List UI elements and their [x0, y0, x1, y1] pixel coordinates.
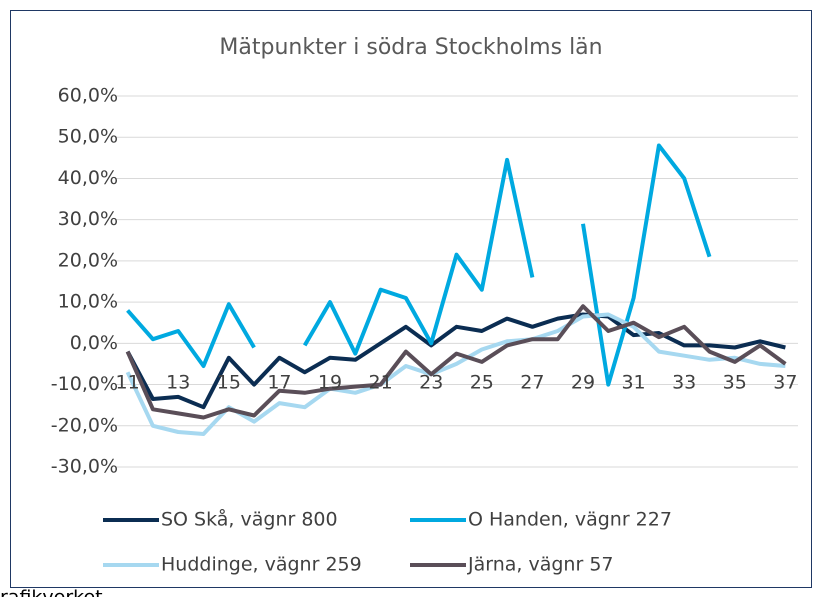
legend-label: O Handen, vägnr 227 [468, 509, 672, 531]
legend-label: SO Skå, vägnr 800 [161, 508, 338, 531]
y-tick-label: 60,0% [58, 85, 118, 107]
x-tick-label: 17 [267, 372, 291, 394]
x-tick-label: 15 [217, 372, 241, 394]
legend-label: Järna, vägnr 57 [467, 554, 614, 576]
x-tick-label: 29 [571, 372, 595, 394]
y-tick-label: -20,0% [51, 414, 118, 436]
x-tick-label: 13 [166, 372, 190, 394]
x-tick-label: 21 [369, 372, 393, 394]
x-tick-label: 33 [672, 372, 696, 394]
series-line [125, 304, 787, 420]
x-tick-label: 23 [419, 372, 443, 394]
x-tick-label: 11 [116, 372, 140, 394]
y-tick-label: 50,0% [58, 126, 118, 148]
series-line [126, 143, 712, 387]
series-line [125, 312, 786, 410]
y-tick-label: -10,0% [51, 373, 118, 395]
x-tick-label: 35 [723, 372, 747, 394]
x-tick-label: 19 [318, 372, 342, 394]
y-tick-label: 0,0% [70, 332, 118, 354]
x-tick-label: 31 [621, 372, 645, 394]
x-tick-label: 27 [520, 372, 544, 394]
chart-title: Mätpunkter i södra Stockholms län [219, 35, 602, 60]
chart-border [10, 10, 812, 588]
y-tick-label: 40,0% [58, 167, 118, 189]
x-tick-label: 37 [773, 372, 797, 394]
x-tick-label: 25 [470, 372, 494, 394]
y-tick-label: 20,0% [58, 249, 118, 271]
y-tick-label: -30,0% [51, 456, 118, 478]
legend-label: Huddinge, vägnr 259 [161, 554, 362, 576]
source-text: rafikverket [0, 587, 103, 597]
y-tick-label: 30,0% [58, 208, 118, 230]
y-tick-label: 10,0% [58, 291, 118, 313]
